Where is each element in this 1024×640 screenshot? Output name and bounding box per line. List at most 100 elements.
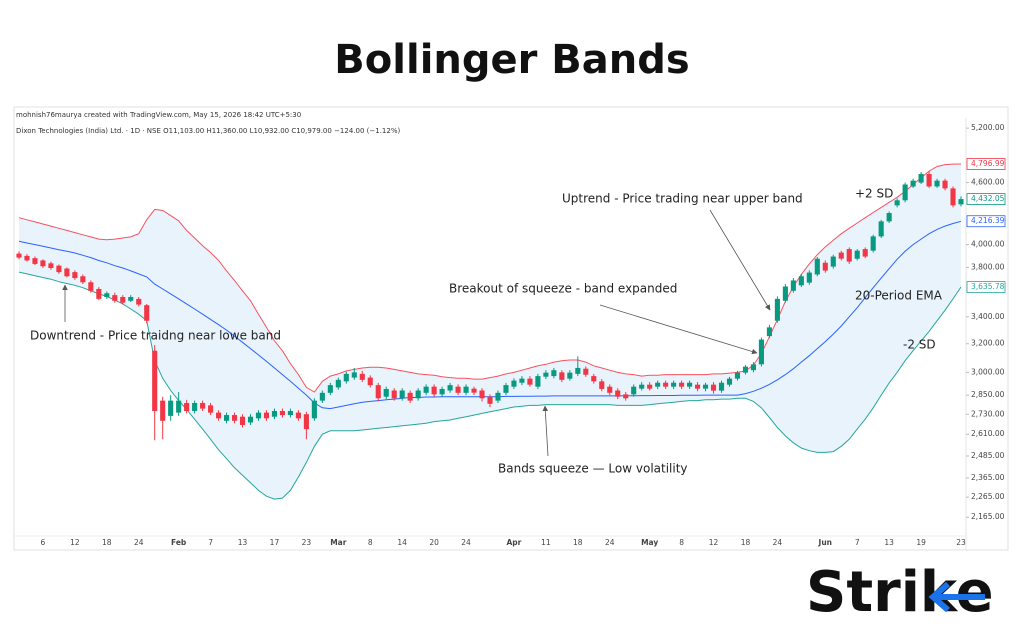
candle-body [870,236,876,251]
candle-body [399,390,405,399]
candle-body [271,411,278,417]
x-tick-label: 12 [70,538,80,547]
candle-body [112,295,118,301]
chart-frame [13,106,1009,551]
candle-body [415,390,421,399]
annotation: Breakout of squeeze - band expanded [449,282,677,296]
candle-body [543,372,549,377]
x-tick-label: 17 [270,538,280,547]
candle-body [375,385,381,399]
candle-body [942,180,948,189]
candle-body [32,258,38,264]
candle-body [351,372,357,378]
candle-body [798,276,804,286]
price-tag [966,158,1006,170]
candle-body [335,379,341,388]
y-tick-label: 4,600.00 [971,178,1005,187]
candle-body [295,412,301,419]
candle-body [455,386,461,393]
x-tick-label: 7 [855,538,860,547]
candle-body [766,327,772,337]
candle-body [263,412,270,419]
y-tick-label: 2,165.00 [971,512,1005,521]
candle-body [479,390,485,399]
candle-body [383,388,389,397]
x-tick-label: Feb [171,538,187,547]
y-tick-label: 2,850.00 [971,390,1005,399]
x-tick-label: 13 [884,538,894,547]
candle-body [559,372,565,380]
candle-body [423,386,429,393]
candle-body [718,382,725,391]
candle-body [439,388,445,395]
x-tick-label: 24 [134,538,144,547]
candle-body [726,378,733,385]
logo-arrow-head [928,581,950,613]
candle-body [80,276,86,283]
x-tick-label: 23 [956,538,966,547]
candle-body [950,188,956,206]
candle-body [319,392,325,401]
y-tick-label: 3,200.00 [971,339,1005,348]
candle-body [894,200,900,206]
candle-body [471,388,477,393]
price-tag [966,193,1006,205]
candle-body [679,382,685,387]
candle-body [934,180,940,187]
candle-body [247,416,254,423]
candle-body [734,372,741,379]
candle-body [519,378,525,383]
logo: Strike [806,560,994,625]
candle-body [695,384,701,389]
candle-body [742,366,749,373]
y-tick-label: 4,000.00 [971,240,1005,249]
x-tick-label: 18 [573,538,583,547]
y-tick-label: 3,800.00 [971,262,1005,271]
candle-body [208,405,214,413]
candle-body [958,199,964,205]
candle-body [279,411,285,416]
y-tick-label: 3,000.00 [971,367,1005,376]
candle-body [687,382,693,387]
candle-body [639,384,645,389]
candle-body [431,386,437,395]
candle-body [878,221,884,237]
candle-body [327,385,333,393]
candle-body [854,250,860,259]
candle-body [303,414,309,430]
price-tag-label: 4,796.99 [971,159,1005,168]
y-tick-label: 2,265.00 [971,492,1005,501]
candle-body [311,400,317,419]
candle-body [511,380,517,387]
candle-body [591,376,597,382]
x-tick-label: 18 [102,538,112,547]
candle-body [391,390,397,399]
candle-body [16,253,22,258]
x-tick-label: 19 [916,538,926,547]
price-tag [966,215,1006,228]
x-tick-label: May [641,538,658,547]
candle-body [599,381,605,389]
candle-body [830,256,836,267]
candle-body [527,378,533,385]
x-tick-label: 18 [741,538,751,547]
candle-body [40,260,46,267]
candle-body [96,288,102,299]
candle-body [463,386,469,393]
x-tick-label: 14 [397,538,407,547]
candle-body [152,350,158,412]
candle-body [782,286,788,301]
annotation-arrow [709,209,771,311]
x-tick-label: 7 [208,538,213,547]
x-tick-label: Mar [330,538,347,547]
x-tick-label: Jun [818,538,832,547]
candle-body [814,258,820,275]
y-tick-label: 3,400.00 [971,312,1005,321]
candle-body [224,415,230,421]
candle-body [447,385,453,391]
candle-body [168,400,174,416]
x-tick-label: 8 [679,538,684,547]
candle-body [359,373,365,380]
band-fill [19,164,961,500]
candle-body [136,298,142,305]
